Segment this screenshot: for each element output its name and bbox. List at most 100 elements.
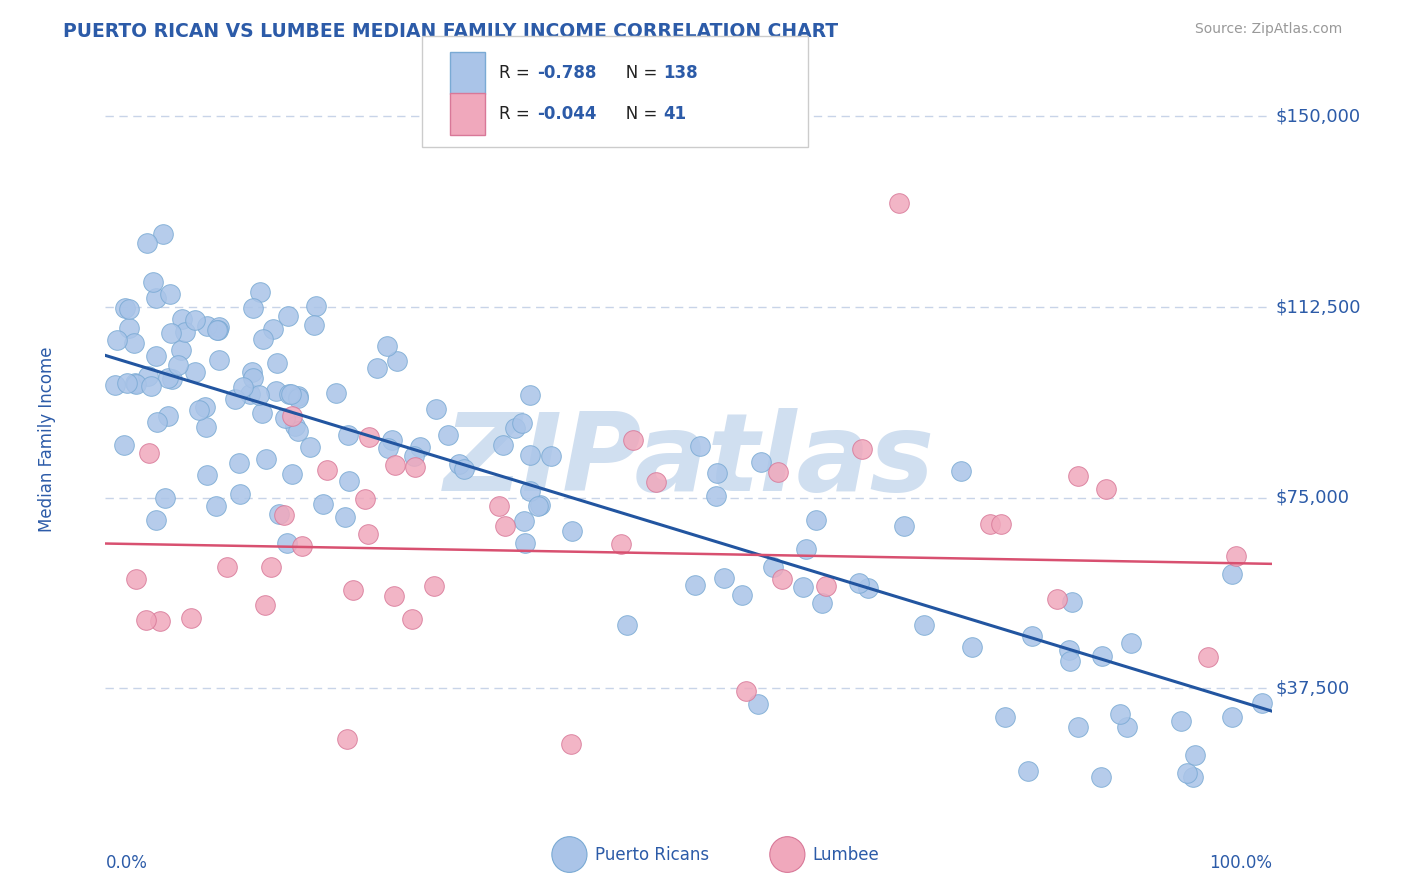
- Point: [312, 498, 335, 512]
- Point: [254, 598, 277, 612]
- Point: [124, 376, 146, 390]
- Point: [423, 579, 446, 593]
- Point: [228, 487, 250, 501]
- Text: N =: N =: [610, 64, 662, 82]
- Point: [302, 318, 325, 332]
- Point: [1095, 483, 1118, 497]
- Text: $37,500: $37,500: [1275, 680, 1350, 698]
- Point: [437, 428, 460, 442]
- Point: [762, 559, 785, 574]
- Point: [170, 343, 193, 357]
- Point: [747, 698, 769, 712]
- Point: [610, 537, 633, 551]
- Point: [207, 323, 229, 337]
- Point: [298, 441, 321, 455]
- Text: ZIPatlas: ZIPatlas: [443, 409, 935, 514]
- Point: [159, 286, 181, 301]
- Point: [404, 460, 426, 475]
- Point: [337, 475, 360, 489]
- Point: [519, 484, 541, 499]
- Point: [353, 491, 375, 506]
- Point: [513, 514, 536, 528]
- Point: [1046, 591, 1069, 606]
- Point: [449, 457, 471, 471]
- Point: [342, 582, 364, 597]
- Point: [149, 614, 172, 628]
- Point: [1021, 629, 1043, 643]
- Point: [194, 400, 217, 414]
- Point: [1175, 766, 1198, 780]
- Point: [267, 507, 290, 521]
- Point: [146, 415, 169, 429]
- Point: [118, 320, 141, 334]
- Point: [105, 333, 128, 347]
- Point: [366, 360, 388, 375]
- Point: [357, 526, 380, 541]
- Point: [1184, 747, 1206, 762]
- Point: [228, 456, 250, 470]
- Point: [491, 438, 513, 452]
- Point: [266, 356, 288, 370]
- Point: [217, 560, 239, 574]
- Point: [766, 465, 789, 479]
- Point: [683, 578, 706, 592]
- Point: [239, 387, 262, 401]
- Point: [381, 433, 404, 447]
- Point: [135, 236, 157, 251]
- Point: [1225, 549, 1247, 563]
- Point: [494, 518, 516, 533]
- Text: N =: N =: [610, 105, 668, 123]
- Point: [166, 359, 188, 373]
- Point: [749, 455, 772, 469]
- Point: [262, 322, 284, 336]
- Point: [519, 448, 541, 462]
- Point: [513, 535, 536, 549]
- Point: [135, 613, 157, 627]
- Point: [159, 326, 181, 340]
- Point: [170, 312, 193, 326]
- Point: [188, 403, 211, 417]
- Point: [385, 354, 408, 368]
- Text: 41: 41: [664, 105, 686, 123]
- Point: [1119, 636, 1142, 650]
- Point: [205, 322, 228, 336]
- Text: $112,500: $112,500: [1275, 298, 1361, 316]
- Point: [115, 376, 138, 390]
- Point: [503, 421, 526, 435]
- Point: [273, 508, 295, 523]
- Point: [1066, 720, 1088, 734]
- Point: [195, 319, 218, 334]
- Point: [104, 377, 127, 392]
- Point: [118, 301, 141, 316]
- Point: [247, 388, 270, 402]
- Point: [208, 320, 231, 334]
- Point: [735, 684, 758, 698]
- Point: [1170, 714, 1192, 728]
- Point: [153, 491, 176, 505]
- Point: [276, 536, 298, 550]
- Point: [990, 517, 1012, 532]
- Text: R =: R =: [499, 64, 540, 82]
- Point: [208, 352, 231, 367]
- Point: [404, 450, 426, 464]
- Point: [1066, 469, 1088, 483]
- Point: [195, 467, 218, 482]
- Text: Source: ZipAtlas.com: Source: ZipAtlas.com: [1195, 22, 1343, 37]
- Point: [713, 571, 735, 585]
- Text: -0.788: -0.788: [537, 64, 596, 82]
- Point: [644, 475, 666, 489]
- Text: -0.044: -0.044: [537, 105, 596, 123]
- Point: [287, 392, 309, 406]
- Point: [357, 430, 380, 444]
- Point: [1059, 654, 1081, 668]
- Point: [204, 499, 226, 513]
- Point: [174, 325, 197, 339]
- Text: $150,000: $150,000: [1275, 108, 1361, 126]
- Point: [377, 442, 399, 456]
- Point: [529, 498, 551, 512]
- Text: Median Family Income: Median Family Income: [38, 347, 56, 532]
- Point: [1181, 771, 1204, 785]
- Point: [1197, 650, 1219, 665]
- Point: [305, 299, 328, 313]
- Point: [510, 417, 533, 431]
